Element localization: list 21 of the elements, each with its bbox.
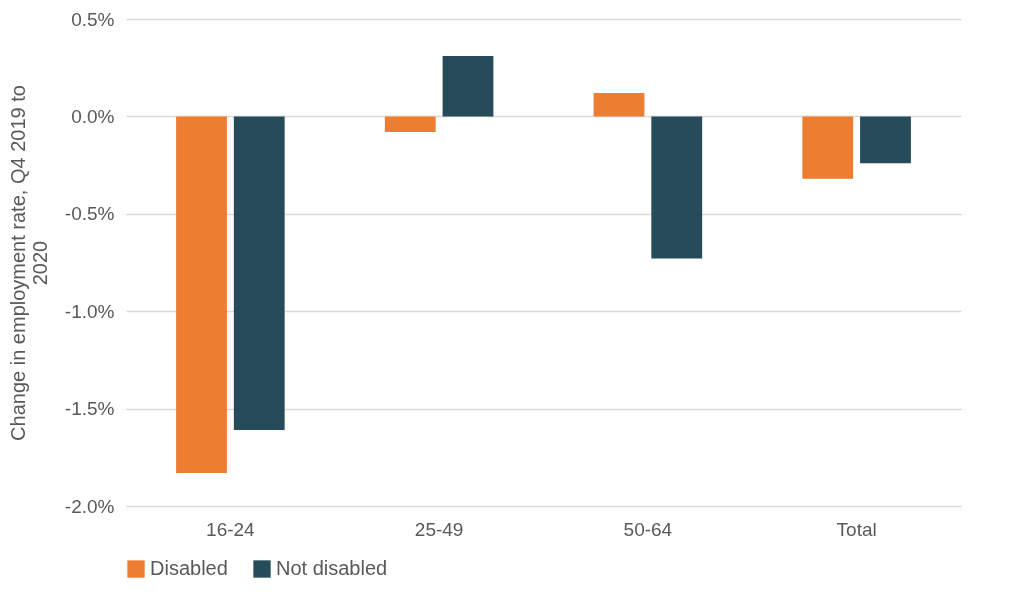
bar — [442, 56, 494, 117]
bar — [593, 93, 645, 117]
bar — [802, 116, 854, 179]
y-tick-label: 0.5% — [71, 8, 115, 30]
x-tick-label: 25-49 — [414, 518, 464, 540]
y-tick-label: 0.0% — [71, 105, 115, 127]
y-tick-label: -0.5% — [64, 203, 115, 225]
y-tick-label: -1.0% — [64, 300, 115, 322]
bar — [860, 116, 911, 164]
y-tick-label: -2.0% — [64, 495, 115, 517]
y-axis-title: Change in employment rate, Q4 2019 to 2020 — [6, 85, 51, 441]
legend-label: Not disabled — [276, 557, 388, 579]
legend-label: Disabled — [150, 557, 228, 579]
x-tick-label: 16-24 — [206, 518, 256, 540]
bar — [233, 116, 285, 431]
bar — [384, 116, 436, 132]
x-tick-label: Total — [836, 518, 877, 540]
bar — [651, 116, 703, 259]
y-tick-label: -1.5% — [64, 398, 115, 420]
x-tick-label: 50-64 — [623, 518, 673, 540]
bar — [176, 116, 227, 473]
